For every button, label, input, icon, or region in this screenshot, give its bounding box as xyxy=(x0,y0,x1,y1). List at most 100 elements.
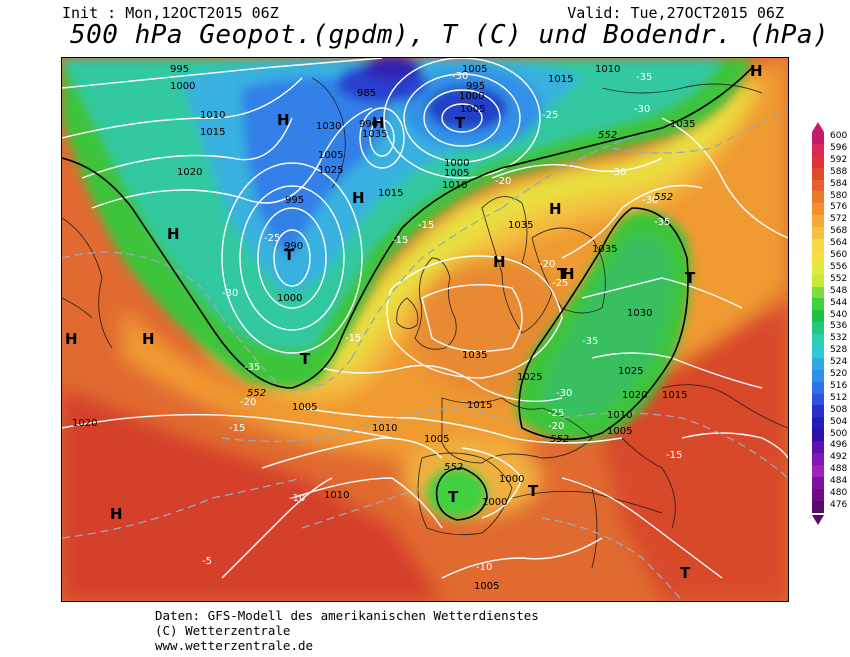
colorbar-segment xyxy=(812,167,824,180)
high-marker: H xyxy=(110,505,123,523)
temp-label: -30 xyxy=(642,195,658,206)
colorbar-label: 528 xyxy=(830,345,848,356)
temp-label: -20 xyxy=(240,397,256,408)
pressure-label: 1035 xyxy=(508,220,533,231)
colorbar-label: 532 xyxy=(830,333,848,344)
pressure-label: 1015 xyxy=(662,390,687,401)
pressure-label: 1035 xyxy=(462,350,487,361)
temp-label: -35 xyxy=(244,362,260,373)
high-marker: H xyxy=(167,225,180,243)
gpdm-label: 552 xyxy=(444,462,463,473)
colorbar-segment xyxy=(812,239,824,251)
colorbar-segment xyxy=(812,441,824,454)
pressure-label: 1030 xyxy=(627,308,652,319)
temp-label: -25 xyxy=(552,278,568,289)
pressure-label: 995 xyxy=(285,195,304,206)
pressure-label: 1015 xyxy=(548,74,573,85)
pressure-label: 1020 xyxy=(72,418,97,429)
colorbar-segment xyxy=(812,322,824,335)
copyright: (C) Wetterzentrale xyxy=(155,623,291,638)
colorbar-label: 512 xyxy=(830,392,848,403)
high-marker: H xyxy=(372,114,385,132)
gpdm-labels: 552 552 552 552 552 xyxy=(247,130,673,473)
pressure-label: 1005 xyxy=(462,64,487,75)
pressure-label: 1025 xyxy=(618,366,643,377)
pressure-label: 1025 xyxy=(318,165,343,176)
colorbar-label: 536 xyxy=(830,321,848,332)
colorbar-label: 516 xyxy=(830,380,848,391)
colorbar-label: 592 xyxy=(830,154,848,165)
colorbar-bottom-cap xyxy=(812,515,824,525)
temp-label: -35 xyxy=(654,217,670,228)
temp-label: -15 xyxy=(418,220,434,231)
colorbar-segment xyxy=(812,346,824,358)
colorbar-label: 560 xyxy=(830,250,848,260)
colorbar-label: 492 xyxy=(830,452,848,463)
low-marker: T xyxy=(557,265,568,283)
colorbar-segment xyxy=(812,429,824,442)
colorbar-segment xyxy=(812,132,824,144)
low-marker: T xyxy=(284,246,295,264)
pressure-label: 1015 xyxy=(200,127,225,138)
colorbar-label: 500 xyxy=(830,428,848,439)
temp-label: -15 xyxy=(345,333,361,344)
pressure-label: 1010 xyxy=(607,410,632,421)
pressure-label: 1010 xyxy=(372,423,397,434)
colorbar-label: 600 xyxy=(830,131,848,141)
temp-label: -35 xyxy=(636,72,652,83)
pressure-label: 1010 xyxy=(200,110,225,121)
temp-label: -5 xyxy=(202,556,212,567)
temp-label: -20 xyxy=(495,176,511,187)
colorbar-label: 508 xyxy=(830,404,848,415)
pressure-label: 1000 xyxy=(277,293,302,304)
colorbar-segment xyxy=(812,262,824,275)
high-marker: H xyxy=(493,253,506,271)
colorbar-label: 496 xyxy=(830,440,848,451)
colorbar-segment xyxy=(812,369,824,382)
gpdm-label: 552 xyxy=(654,192,673,203)
weather-map: 995 1000 1010 1015 1020 1005 1025 1030 9… xyxy=(61,57,789,602)
colorbar-segment xyxy=(812,453,824,465)
temp-label: -10 xyxy=(289,493,305,504)
gpdm-label: 552 xyxy=(550,434,569,445)
valid-time: Valid: Tue,27OCT2015 06Z xyxy=(567,4,784,22)
colorbar-segment xyxy=(812,227,824,240)
pressure-label: 1020 xyxy=(177,167,202,178)
pressure-label: 1030 xyxy=(316,121,341,132)
colorbar-label: 544 xyxy=(830,297,848,308)
low-marker: T xyxy=(455,114,466,132)
colorbar-segment xyxy=(812,334,824,347)
pressure-label: 1000 xyxy=(170,81,195,92)
pressure-labels: 995 1000 1010 1015 1020 1005 1025 1030 9… xyxy=(72,64,695,592)
colorbar-label: 568 xyxy=(830,226,848,237)
colorbar-label: 524 xyxy=(830,357,848,368)
colorbar-segment xyxy=(812,298,824,311)
pressure-label: 1035 xyxy=(362,129,387,140)
pressure-label: 1005 xyxy=(318,150,343,161)
low-marker: T xyxy=(300,350,311,368)
map-title: 500 hPa Geopot.(gpdm), T (C) und Bodendr… xyxy=(70,20,830,50)
pressure-label: 995 xyxy=(466,81,485,92)
website-link[interactable]: www.wetterzentrale.de xyxy=(155,638,314,653)
colorbar-label: 540 xyxy=(830,309,848,320)
pressure-label: 1000 xyxy=(444,158,469,169)
colorbar-segment xyxy=(812,464,824,477)
low-marker: T xyxy=(448,488,459,506)
temp-label: -15 xyxy=(229,423,245,434)
colorbar-label: 488 xyxy=(830,464,848,475)
temp-label: -30 xyxy=(556,388,572,399)
pressure-label: 1005 xyxy=(460,104,485,115)
pressure-label: 990 xyxy=(284,241,303,252)
temp-label: -25 xyxy=(542,110,558,121)
pressure-label: 1010 xyxy=(595,64,620,75)
colorbar-segment xyxy=(812,143,824,156)
pressure-label: 1005 xyxy=(444,168,469,179)
colorbar-label: 572 xyxy=(830,214,848,225)
colorbar-label: 504 xyxy=(830,416,848,427)
temp-label: -20 xyxy=(548,421,564,432)
pressure-label: 1025 xyxy=(517,372,542,383)
pressure-label: 1005 xyxy=(292,402,317,413)
temp-label: -15 xyxy=(392,235,408,246)
temp-label: -30 xyxy=(222,288,238,299)
colorbar-segment xyxy=(812,155,824,168)
